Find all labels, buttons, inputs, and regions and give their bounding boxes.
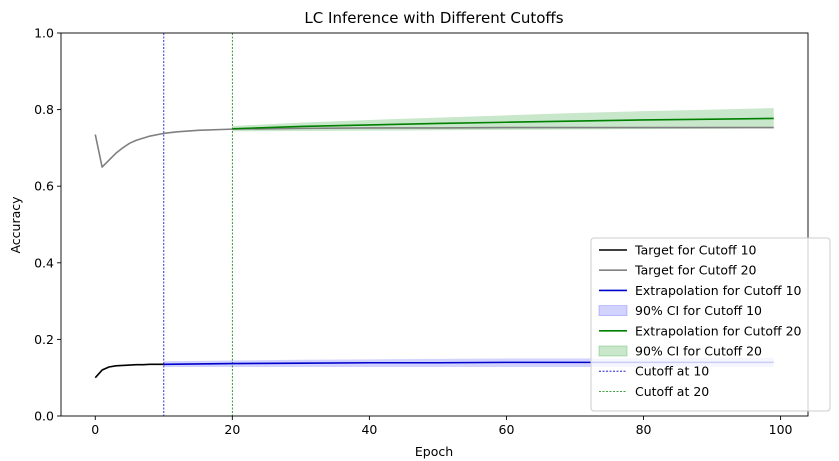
legend-label-target-for-cutoff-10: Target for Cutoff 10	[634, 243, 757, 258]
y-tick-label: 0.2	[34, 332, 54, 347]
y-axis-label: Accuracy	[8, 196, 23, 254]
y-tick-label: 1.0	[34, 26, 54, 41]
legend-label-90pct-ci-for-cutoff-20: 90% CI for Cutoff 20	[635, 344, 762, 359]
y-tick-label: 0.8	[34, 102, 54, 117]
line-extrapolation-for-cutoff-20	[232, 117, 774, 130]
legend-label-extrapolation-for-cutoff-20: Extrapolation for Cutoff 20	[635, 323, 802, 338]
y-tick-label: 0.4	[34, 255, 54, 270]
legend-label-90pct-ci-for-cutoff-10: 90% CI for Cutoff 10	[635, 303, 762, 318]
axes-frame	[60, 32, 809, 417]
legend-label-cutoff-at-20: Cutoff at 20	[635, 384, 709, 399]
legend-label-extrapolation-for-cutoff-10: Extrapolation for Cutoff 10	[635, 283, 802, 298]
y-tick-label: 0.0	[34, 409, 54, 424]
legend-swatch-90pct-ci-for-cutoff-20	[598, 345, 628, 357]
y-tick-label: 0.6	[34, 179, 54, 194]
line-target-for-cutoff-20	[94, 126, 774, 168]
x-tick-label: 40	[361, 422, 377, 437]
x-tick-label: 80	[636, 422, 652, 437]
legend: Target for Cutoff 10 Target for Cutoff 20…	[590, 237, 831, 412]
legend-label-cutoff-at-10: Cutoff at 10	[635, 364, 709, 379]
legend-label-target-for-cutoff-20: Target for Cutoff 20	[634, 263, 757, 278]
x-tick-label: 100	[769, 422, 793, 437]
line-target-for-cutoff-10	[94, 363, 164, 379]
x-axis-label: Epoch	[415, 444, 453, 459]
x-tick-label: 0	[91, 422, 99, 437]
legend-swatch-90pct-ci-for-cutoff-10	[598, 305, 628, 317]
x-tick-label: 60	[499, 422, 515, 437]
legend-box	[590, 237, 831, 412]
chart-title: LC Inference with Different Cutoffs	[304, 9, 563, 27]
axes: 0 20 40 60 80 100 0.0 0.2 0.4 0.6 0.8 1.0	[34, 26, 809, 437]
x-tick-label: 20	[224, 422, 240, 437]
